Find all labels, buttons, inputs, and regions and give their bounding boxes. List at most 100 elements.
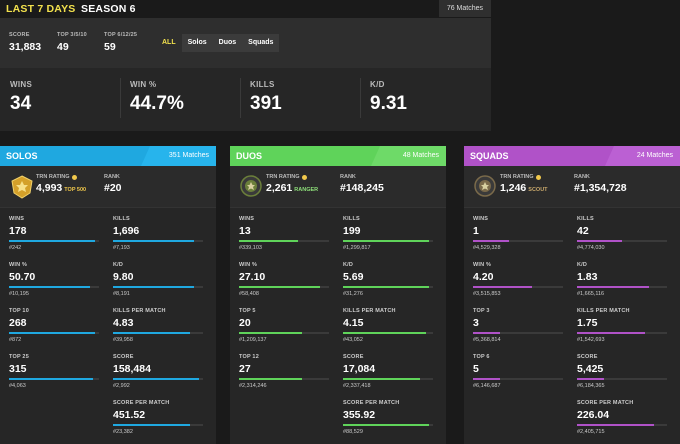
percentile-bar-fill [239,240,298,242]
percentile-bar [473,240,563,242]
mode-card-duos: DUOS 48 Matches TRN RATING 2,261 RANGER R… [230,146,446,444]
tier-label: TOP 500 [64,187,87,193]
stat-value: 199 [343,225,361,237]
main-stat-wins: WINS 34 [10,80,32,115]
percentile-bar-fill [239,286,320,288]
stat-rank: #43,052 [343,337,363,343]
stat-label: WINS [473,216,489,222]
stat-rank: #8,191 [113,291,130,297]
stat-rank: #872 [9,337,22,343]
main-stats: WINS 34 WIN % 44.7% KILLS 391 K/D 9.31 [0,68,491,131]
percentile-bar [9,378,99,380]
percentile-bar [577,424,667,426]
stat-label: K/D [113,262,124,268]
stat-rank: #4,063 [9,383,26,389]
percentile-bar [343,240,433,242]
scout-badge-icon [474,175,496,197]
mode-card-solos: SOLOS 351 Matches TRN RATING 4,993 TOP 50… [0,146,216,444]
stat-label: KILLS [343,216,360,222]
summary-top-6-12-25: TOP 6/12/25 59 [104,32,137,53]
stat-label: WIN % [9,262,28,268]
percentile-bar [239,286,329,288]
stat-value: 5 [473,363,479,375]
stat-rank: #2,405,715 [577,429,605,435]
stat-rank: #2,337,418 [343,383,371,389]
ranger-badge-icon [240,175,262,197]
rank: RANK #20 [104,174,122,194]
filter-duos[interactable]: Duos [212,34,243,52]
percentile-bar [343,424,433,426]
main-stat-kills-value: 391 [250,93,282,114]
trn-rating-label: TRN RATING [500,174,534,180]
stat-top-6: TOP 6 5 #6,146,687 [473,354,571,389]
filter-solos[interactable]: Solos [181,34,213,52]
stat-score: SCORE 17,084 #2,337,418 [343,354,441,389]
trn-rating-value: 2,261 [266,182,293,194]
percentile-bar-fill [113,240,194,242]
filter-all[interactable]: ALL [162,39,176,46]
main-stat-win-pct: WIN % 44.7% [130,80,184,115]
stat-wins: WINS 178 #242 [9,216,107,251]
mode-card-header: SOLOS 351 Matches [0,146,216,166]
stat-value: 4.20 [473,271,494,283]
info-icon[interactable] [71,174,77,180]
percentile-bar-fill [577,240,622,242]
stat-label: SCORE [343,354,364,360]
stat-rank: #1,542,693 [577,337,605,343]
stat-value: 178 [9,225,27,237]
stat-label: SCORE PER MATCH [113,400,170,406]
stat-rank: #39,958 [113,337,133,343]
percentile-bar [113,286,203,288]
mode-title: SOLOS [6,151,38,161]
stat-label: SCORE PER MATCH [343,400,400,406]
rank-value: #20 [104,182,122,194]
percentile-bar [473,378,563,380]
percentile-bar [473,286,563,288]
percentile-bar-fill [113,286,194,288]
stat-wins: WINS 1 #4,529,328 [473,216,571,251]
percentile-bar [343,378,433,380]
summary-top-3-5-10-value: 49 [57,41,69,53]
rank-label: RANK [104,174,120,180]
stat-value: 4.15 [343,317,364,329]
stat-value: 158,484 [113,363,151,375]
tab-last-7-days[interactable]: LAST 7 DAYS [6,3,76,20]
summary-top-6-12-25-value: 59 [104,41,116,53]
stat-value: 1 [473,225,479,237]
stat-value: 226.04 [577,409,610,421]
stat-label: WIN % [239,262,258,268]
percentile-bar [113,424,203,426]
stat-value: 5,425 [577,363,604,375]
main-stat-wins-value: 34 [10,93,32,114]
header-accent [605,146,680,166]
percentile-bar [577,332,667,334]
stat-kills-per-match: KILLS PER MATCH 4.15 #43,052 [343,308,441,343]
percentile-bar-fill [9,378,93,380]
stat-label: TOP 12 [239,354,259,360]
mode-title: SQUADS [470,151,509,161]
stat-label: SCORE PER MATCH [577,400,634,406]
info-icon[interactable] [535,174,541,180]
percentile-bar [113,332,203,334]
percentile-bar-fill [239,332,302,334]
mode-matches-count: 351 Matches [168,152,209,159]
percentile-bar [239,240,329,242]
header-accent [371,146,446,166]
main-stat-kd-value: 9.31 [370,93,407,114]
stat-k-d: K/D 5.69 #31,276 [343,262,441,297]
stat-rank: #88,529 [343,429,363,435]
tab-season-6[interactable]: SEASON 6 [81,3,136,15]
stat-value: 42 [577,225,589,237]
stat-label: KILLS PER MATCH [577,308,630,314]
rank-value: #148,245 [340,182,384,194]
stat-value: 17,084 [343,363,376,375]
stat-value: 20 [239,317,251,329]
stat-label: WINS [239,216,255,222]
stat-kills: KILLS 1,696 #7,193 [113,216,211,251]
percentile-bar [343,286,433,288]
info-icon[interactable] [301,174,307,180]
percentile-bar [577,240,667,242]
filter-squads[interactable]: Squads [242,34,280,52]
stat-value: 4.83 [113,317,134,329]
